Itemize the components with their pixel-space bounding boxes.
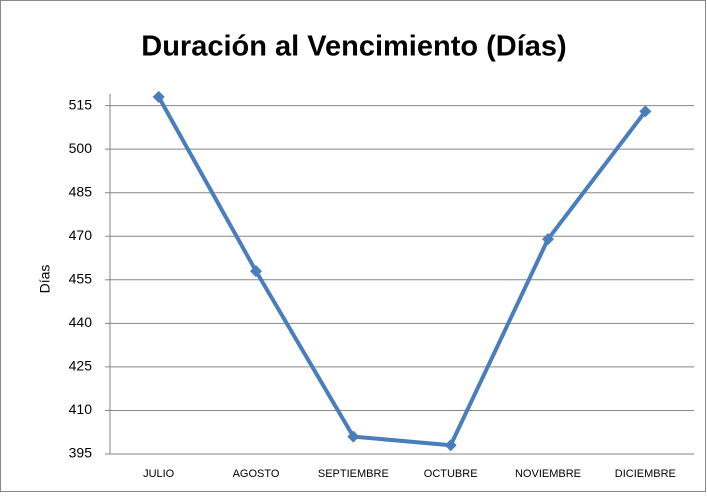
y-tick-label: 440 bbox=[69, 314, 93, 330]
y-tick-label: 455 bbox=[69, 271, 93, 287]
y-tick-label: 425 bbox=[69, 358, 93, 374]
x-tick-label: SEPTIEMBRE bbox=[318, 468, 389, 480]
y-tick-label: 395 bbox=[69, 445, 93, 461]
x-tick-label: NOVIEMBRE bbox=[515, 468, 581, 480]
marker bbox=[152, 90, 165, 103]
chart-title: Duración al Vencimiento (Días) bbox=[141, 31, 566, 63]
marker bbox=[444, 439, 457, 452]
x-tick-label: OCTUBRE bbox=[424, 468, 478, 480]
y-tick-label: 515 bbox=[69, 96, 93, 112]
y-tick-label: 500 bbox=[69, 140, 93, 156]
y-tick-label: 410 bbox=[69, 401, 93, 417]
line bbox=[156, 95, 647, 448]
x-tick-label: AGOSTO bbox=[233, 468, 280, 480]
x-tick-label: DICIEMBRE bbox=[615, 468, 676, 480]
marker bbox=[250, 265, 262, 278]
marker bbox=[347, 430, 360, 443]
marker bbox=[639, 105, 652, 118]
y-tick-label: 485 bbox=[69, 183, 93, 199]
y-tick-label: 470 bbox=[69, 227, 93, 243]
x-tick-label: JULIO bbox=[143, 468, 175, 480]
marker bbox=[542, 233, 554, 246]
y-axis-label: Días bbox=[37, 265, 53, 294]
